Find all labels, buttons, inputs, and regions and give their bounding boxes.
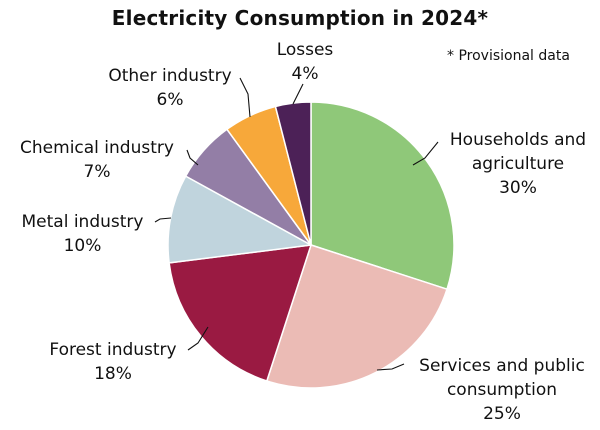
- slice-value: 4%: [291, 64, 319, 84]
- leader-line: [186, 149, 199, 166]
- provisional-note: * Provisional data: [447, 48, 570, 64]
- chart-title: Electricity Consumption in 2024*: [111, 6, 489, 30]
- slice-label: Losses 4%: [262, 38, 348, 86]
- slice-name: Other industry: [108, 66, 232, 86]
- slice-name: Losses: [276, 40, 334, 60]
- leader-line: [154, 217, 172, 223]
- slice-name: Forest industry: [49, 340, 177, 360]
- leader-line: [239, 77, 251, 118]
- slice-value: 30%: [499, 178, 537, 198]
- slice-value: 25%: [483, 404, 521, 424]
- pie-slice-services-and-public-consumption: [265, 244, 448, 389]
- slice-label: Services and public consumption 25%: [404, 354, 600, 426]
- pie-slice-forest-industry: [168, 244, 313, 382]
- slice-value: 7%: [83, 162, 111, 182]
- slice-value: 18%: [94, 364, 132, 384]
- slice-label: Other industry 6%: [96, 64, 244, 112]
- leader-line: [292, 83, 304, 105]
- leader-line: [376, 363, 405, 371]
- slice-label: Households and agriculture 30%: [438, 128, 598, 200]
- slice-value: 6%: [156, 90, 184, 110]
- slice-label: Forest industry 18%: [38, 338, 188, 386]
- slice-label: Metal industry 10%: [10, 210, 155, 258]
- slice-value: 10%: [63, 236, 102, 256]
- slice-name: Metal industry: [21, 212, 144, 232]
- leader-line: [187, 326, 209, 351]
- leader-line: [412, 141, 439, 166]
- slice-label: Chemical industry 7%: [6, 136, 188, 184]
- pie-slice-households-and-agriculture: [310, 101, 455, 291]
- slice-name: Households and agriculture: [449, 130, 587, 174]
- slice-name: Chemical industry: [20, 138, 174, 158]
- slice-name: Services and public consumption: [419, 356, 585, 400]
